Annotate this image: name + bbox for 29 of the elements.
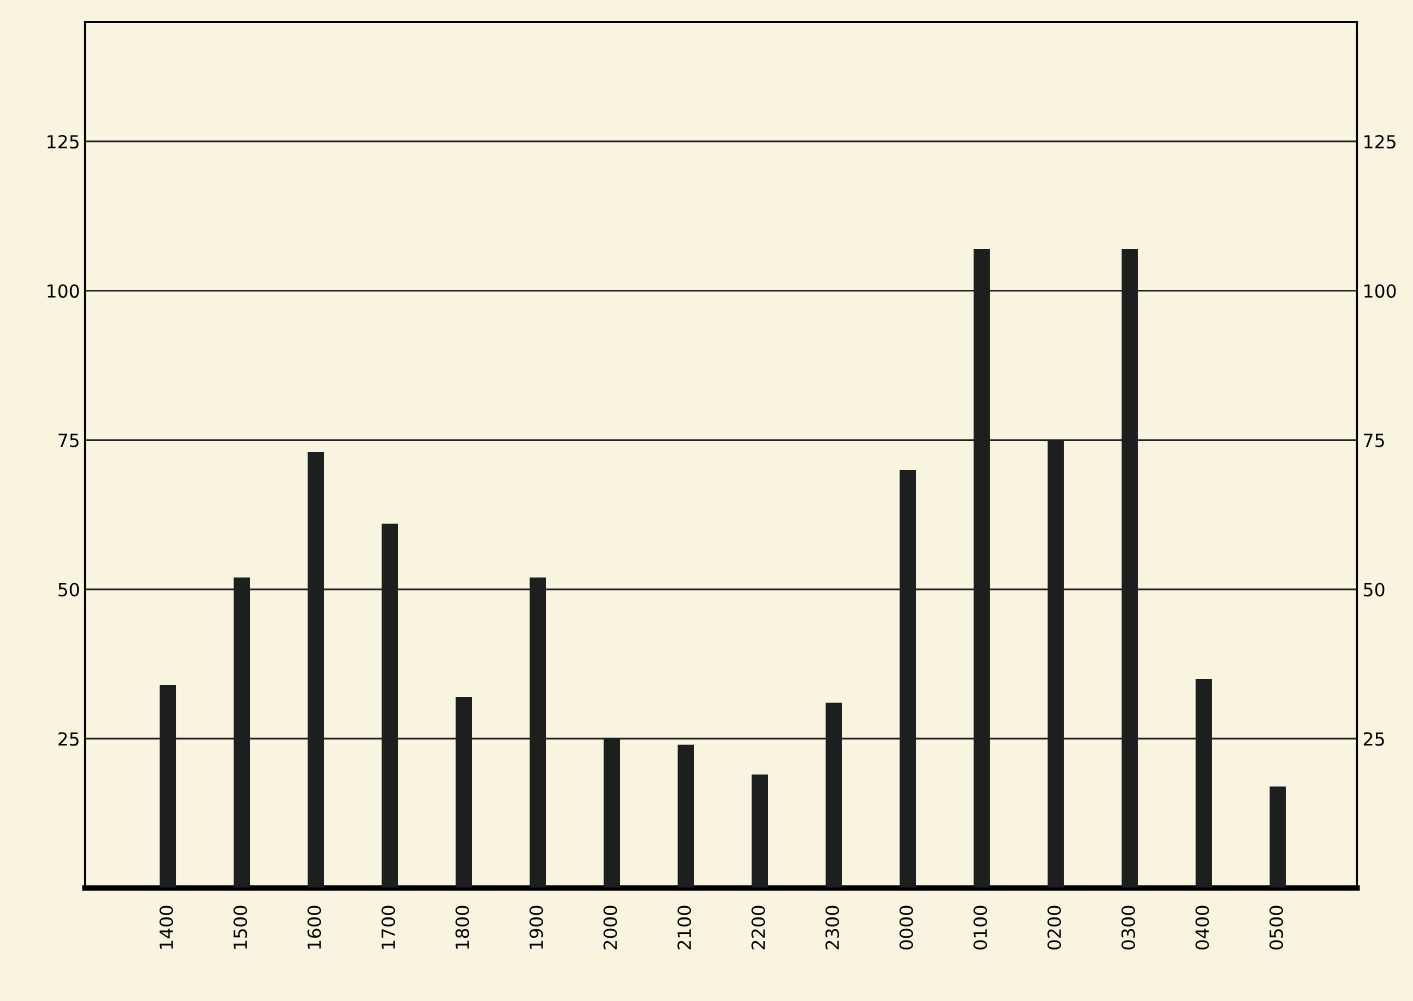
y-tick-label: 75 xyxy=(58,433,79,448)
x-tick-label: 0000 xyxy=(899,905,914,950)
x-tick-label: 0200 xyxy=(1047,905,1062,950)
x-tick-label: 1800 xyxy=(455,905,470,949)
x-tick-label: 0100 xyxy=(973,905,988,950)
x-tick-label: 2000 xyxy=(603,905,618,950)
bar xyxy=(751,774,768,888)
x-tick-label: 0500 xyxy=(1269,905,1284,950)
x-tick-label: 1400 xyxy=(159,905,174,949)
x-tick-label: 0300 xyxy=(1121,905,1136,950)
y2-tick-label: 75 xyxy=(1364,433,1384,448)
y2-tick-label: 100 xyxy=(1364,284,1396,298)
x-tick-label: 2300 xyxy=(825,905,840,950)
x-tick-label: 1700 xyxy=(381,905,396,949)
bar xyxy=(1269,786,1286,888)
x-tick-label: 1600 xyxy=(307,905,322,949)
x-tick-label: 2100 xyxy=(677,905,692,950)
y2-tick-label: 25 xyxy=(1363,732,1384,746)
y2-tick-label: 50 xyxy=(1363,582,1385,597)
x-tick-label: 2200 xyxy=(751,905,766,950)
y2-tick-label: 125 xyxy=(1364,134,1396,149)
x-tick-label: 0400 xyxy=(1195,905,1210,950)
y-tick-label: 125 xyxy=(47,134,79,149)
y-tick-label: 100 xyxy=(47,284,79,298)
x-tick-label: 1900 xyxy=(529,905,544,949)
y-tick-label: 25 xyxy=(58,732,79,746)
y-tick-label: 50 xyxy=(58,582,79,597)
x-tick-label: 1500 xyxy=(233,905,248,949)
bar xyxy=(677,744,694,888)
